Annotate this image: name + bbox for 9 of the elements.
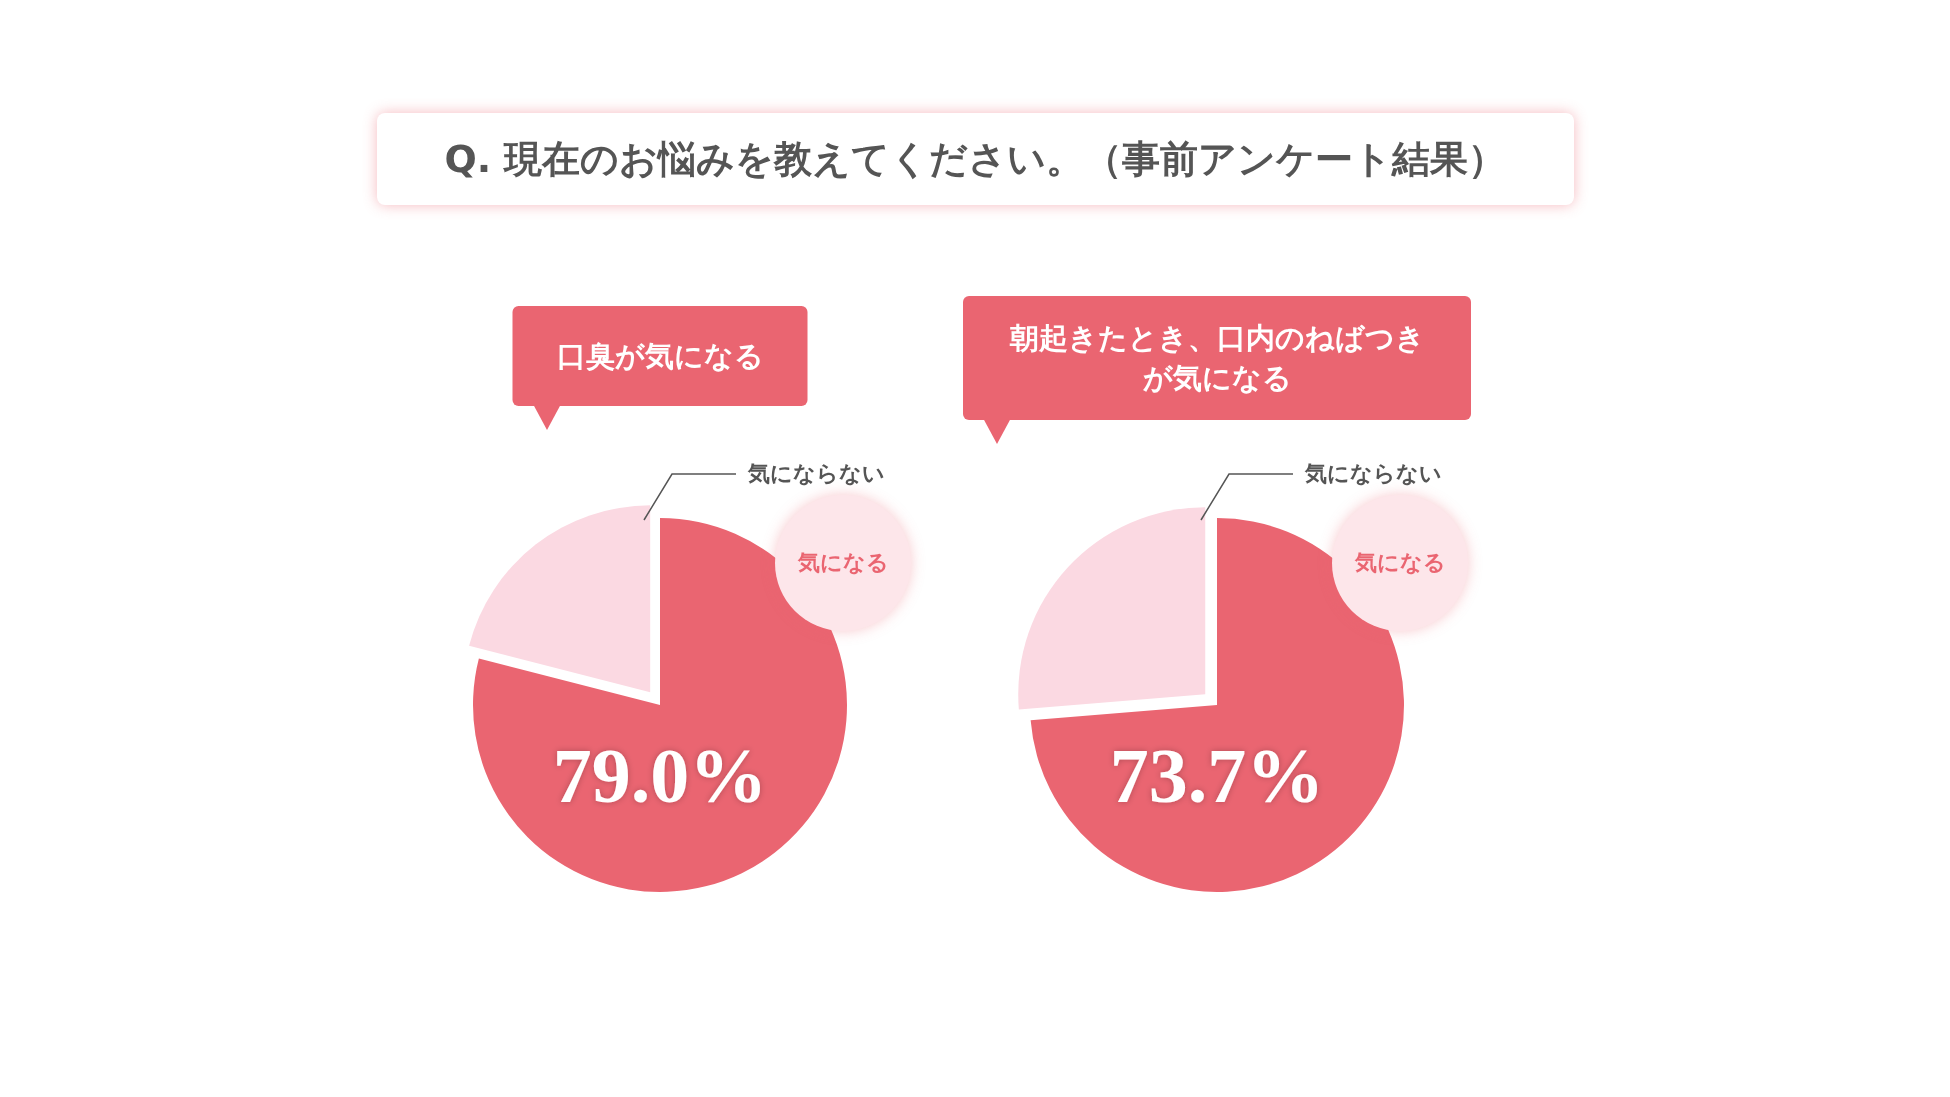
- slice-label: 気になる: [775, 495, 911, 631]
- data-label: 73.7%: [1109, 731, 1325, 819]
- slice-label: 気にならない: [1305, 461, 1442, 487]
- slice-label: 気にならない: [748, 461, 885, 487]
- chart-title: 口臭が気になる: [556, 340, 764, 372]
- data-label: 79.0%: [552, 731, 768, 819]
- chart-title: 朝起きたとき、口内のねばつきが気になる: [1008, 322, 1425, 394]
- text: Q. 現在のお悩みを教えてください。（事前アンケート結果）: [377, 113, 1574, 205]
- slice-label: 気になる: [1332, 495, 1468, 631]
